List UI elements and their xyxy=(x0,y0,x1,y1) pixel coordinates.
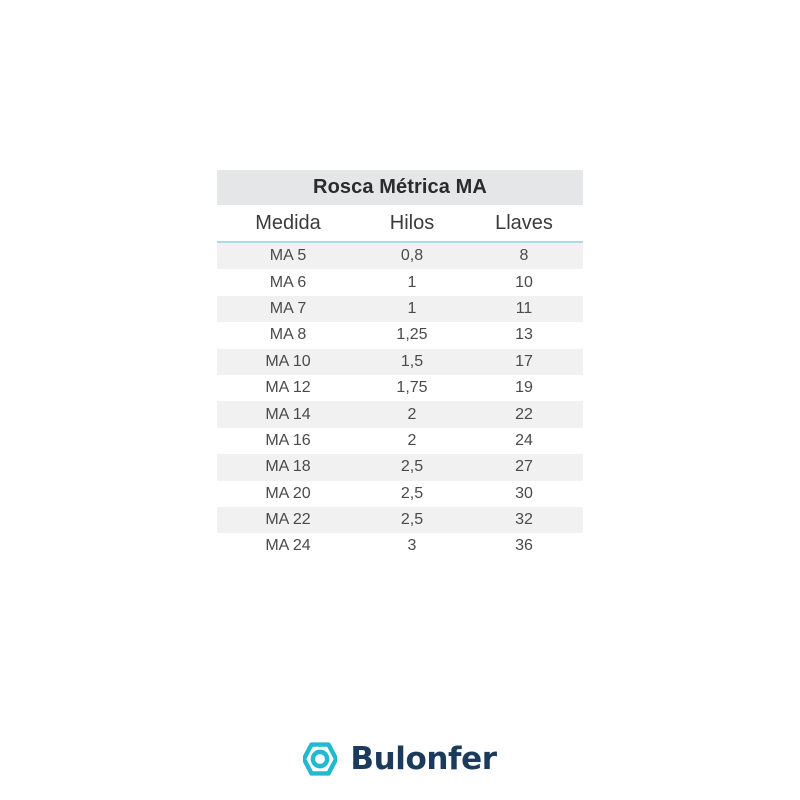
cell-hilos: 2,5 xyxy=(400,458,424,476)
cell-medida: MA 20 xyxy=(265,484,311,502)
cell-llaves: 24 xyxy=(515,431,533,449)
table-row: MA 24 3 36 xyxy=(217,533,583,560)
column-header-hilos: Hilos xyxy=(389,211,435,234)
cell-medida: MA 7 xyxy=(269,299,307,317)
cell-llaves: 36 xyxy=(515,537,533,555)
cell-hilos: 1,25 xyxy=(396,326,428,344)
cell-llaves: 19 xyxy=(515,379,533,397)
cell-medida: MA 6 xyxy=(269,273,307,291)
cell-medida: MA 24 xyxy=(265,537,311,555)
cell-llaves: 13 xyxy=(515,326,533,344)
table-row: MA 20 2,5 30 xyxy=(217,480,583,507)
cell-hilos: 2 xyxy=(407,405,417,423)
cell-medida: MA 5 xyxy=(269,247,307,265)
table-row: MA 16 2 24 xyxy=(217,427,583,455)
cell-medida: MA 8 xyxy=(269,326,307,344)
cell-llaves: 22 xyxy=(515,405,533,423)
cell-hilos: 2,5 xyxy=(400,511,424,529)
cell-medida: MA 10 xyxy=(265,352,311,370)
table-row: MA 7 1 11 xyxy=(217,295,583,323)
table-row: MA 10 1,5 17 xyxy=(217,348,583,375)
cell-hilos: 1,75 xyxy=(396,379,428,397)
table-title: Rosca Métrica MA xyxy=(217,170,583,205)
table-row: MA 6 1 10 xyxy=(217,269,583,296)
cell-hilos: 1 xyxy=(407,273,417,291)
table-row: MA 8 1,25 13 xyxy=(217,322,583,349)
brand-wordmark: Bulonfer xyxy=(350,741,497,777)
cell-medida: MA 22 xyxy=(265,511,311,529)
metric-thread-table: Rosca Métrica MA Medida Hilos Llaves MA … xyxy=(217,170,583,560)
table-row: MA 14 2 22 xyxy=(217,401,583,428)
cell-medida: MA 12 xyxy=(265,379,311,397)
hex-nut-icon xyxy=(303,742,338,776)
cell-llaves: 11 xyxy=(515,299,533,317)
cell-medida: MA 18 xyxy=(265,458,311,476)
table-row: MA 18 2,5 27 xyxy=(217,454,583,481)
table-row: MA 5 0,8 8 xyxy=(217,243,583,270)
cell-llaves: 17 xyxy=(515,352,533,370)
cell-hilos: 2,5 xyxy=(400,484,424,502)
table-row: MA 12 1,75 19 xyxy=(217,374,583,402)
cell-medida: MA 16 xyxy=(265,431,311,449)
table-header-row: Medida Hilos Llaves xyxy=(217,205,583,243)
cell-llaves: 10 xyxy=(515,273,533,291)
cell-llaves: 32 xyxy=(515,511,533,529)
cell-hilos: 0,8 xyxy=(400,247,424,265)
table-row: MA 22 2,5 32 xyxy=(217,506,583,534)
cell-llaves: 8 xyxy=(519,247,529,265)
cell-llaves: 27 xyxy=(515,458,533,476)
cell-hilos: 1 xyxy=(407,299,417,317)
cell-hilos: 1,5 xyxy=(400,352,424,370)
column-header-llaves: Llaves xyxy=(495,211,553,234)
cell-hilos: 3 xyxy=(407,537,417,555)
cell-llaves: 30 xyxy=(515,484,533,502)
cell-medida: MA 14 xyxy=(265,405,311,423)
brand-logo: Bulonfer xyxy=(0,742,800,776)
cell-hilos: 2 xyxy=(407,431,417,449)
column-header-medida: Medida xyxy=(255,211,321,234)
table-body: MA 5 0,8 8 MA 6 1 10 MA 7 1 11 MA 8 1,25… xyxy=(217,243,583,560)
